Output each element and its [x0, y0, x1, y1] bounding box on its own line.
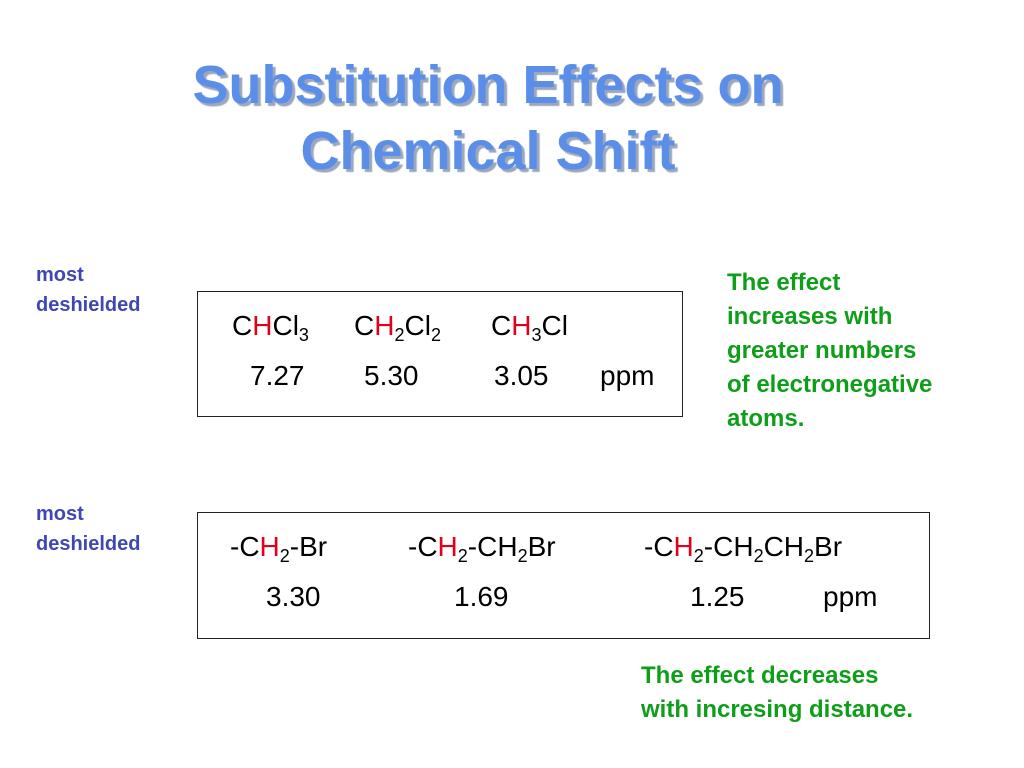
label-line: deshielded — [36, 294, 141, 316]
highlighted-hydrogen: H — [673, 531, 694, 562]
label-line: most — [36, 264, 84, 286]
compound-row: CHCl3 CH2Cl2 CH3Cl — [198, 310, 684, 344]
shift-value: 5.30 — [364, 360, 419, 391]
compound-ch2cl2: CH2Cl2 — [354, 310, 441, 345]
shift-row: 7.27 5.30 3.05 ppm — [198, 360, 684, 394]
note-increases: The effect increases with greater number… — [727, 266, 932, 436]
shift-value: 3.05 — [494, 360, 549, 391]
note-line: atoms. — [727, 405, 805, 432]
note-line: The effect — [727, 269, 841, 296]
compound-ch2ch2br: -CH2-CH2Br — [408, 531, 556, 566]
compound-row: -CH2-Br -CH2-CH2Br -CH2-CH2CH2Br — [198, 531, 931, 565]
shift-value: 1.69 — [454, 581, 509, 612]
highlighted-hydrogen: H — [511, 310, 532, 341]
shift-value: 7.27 — [250, 360, 305, 391]
highlighted-hydrogen: H — [374, 310, 395, 341]
deshielded-label-1: most deshielded — [36, 260, 140, 320]
shift-row: 3.30 1.69 1.25 ppm — [198, 581, 931, 615]
note-line: greater numbers — [727, 337, 917, 364]
label-line: deshielded — [36, 533, 141, 555]
highlighted-hydrogen: H — [259, 531, 280, 562]
compound-ch3cl: CH3Cl — [491, 310, 568, 345]
note-line: with incresing distance. — [641, 696, 914, 723]
highlighted-hydrogen: H — [252, 310, 273, 341]
note-decreases: The effect decreases with incresing dist… — [641, 659, 913, 727]
note-line: increases with — [727, 303, 893, 330]
unit-label: ppm — [823, 581, 878, 612]
title-line-2: Chemical Shift — [300, 121, 676, 181]
bromoalkane-box: -CH2-Br -CH2-CH2Br -CH2-CH2CH2Br 3.30 1.… — [197, 512, 930, 639]
note-line: of electronegative — [727, 371, 933, 398]
compound-chcl3: CHCl3 — [232, 310, 309, 345]
deshielded-label-2: most deshielded — [36, 499, 140, 559]
title-line-1: Substitution Effects on — [192, 55, 784, 115]
shift-value: 3.30 — [266, 581, 321, 612]
note-line: The effect decreases — [641, 662, 879, 689]
unit-label: ppm — [600, 360, 655, 391]
slide-title: Substitution Effects on Chemical Shift — [0, 52, 976, 184]
compound-ch2br: -CH2-Br — [230, 531, 328, 566]
label-line: most — [36, 503, 84, 525]
compound-ch2ch2ch2br: -CH2-CH2CH2Br — [644, 531, 843, 566]
halomethane-box: CHCl3 CH2Cl2 CH3Cl 7.27 5.30 3.05 ppm — [197, 291, 683, 417]
shift-value: 1.25 — [690, 581, 745, 612]
highlighted-hydrogen: H — [437, 531, 458, 562]
